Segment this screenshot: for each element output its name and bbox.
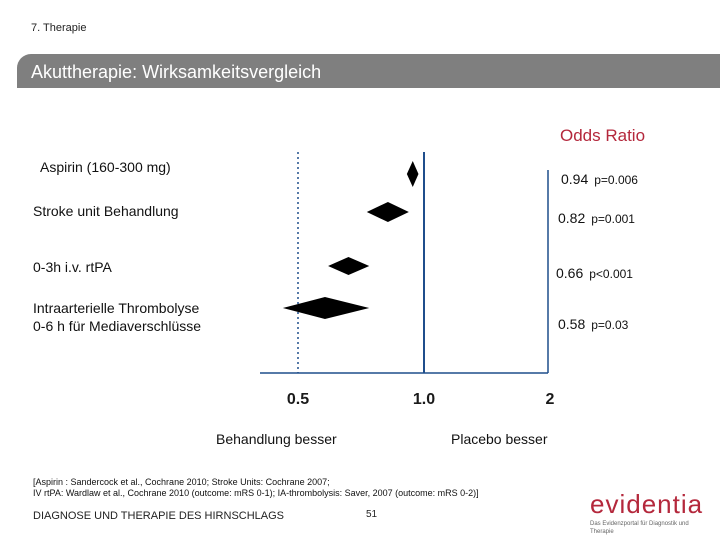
page-number: 51 [366,509,378,520]
odds-ratio-value: 0.94 [561,171,589,187]
references: [Aspirin : Sandercock et al., Cochrane 2… [33,477,479,499]
left-direction-label: Behandlung besser [216,431,337,447]
row-value: 0.82 p=0.001 [558,210,635,226]
row-label: Stroke unit Behandlung [33,202,179,220]
logo-tagline: Das Evidenzportal für Diagnostik und The… [590,521,689,535]
odds-ratio-value: 0.82 [558,210,586,226]
effect-diamond [328,257,370,275]
row-label-line: 0-6 h für Mediaverschlüsse [33,318,202,334]
p-value: p=0.001 [591,212,635,226]
x-tick-label: 2 [545,391,555,408]
section-label: 7. Therapie [31,22,87,34]
odds-ratio-header: Odds Ratio [560,126,646,145]
slide-title: Akuttherapie: Wirksamkeitsvergleich [31,62,322,82]
row-label: 0-3h i.v. rtPA [33,258,112,276]
effect-diamond [282,297,370,319]
p-value: p<0.001 [589,267,633,281]
row-label-line: Stroke unit Behandlung [33,203,179,219]
effect-diamond [406,161,419,187]
row-value: 0.66 p<0.001 [556,265,633,281]
effect-diamond [366,202,409,222]
reference-line: IV rtPA: Wardlaw et al., Cochrane 2010 (… [33,488,479,498]
odds-ratio-value: 0.58 [558,316,586,332]
row-label-line: 0-3h i.v. rtPA [33,259,112,275]
x-tick-label: 1.0 [412,391,436,408]
x-tick-label: 0.5 [286,391,310,408]
row-label-line: Intraarterielle Thrombolyse [33,300,200,316]
row-label: Intraarterielle Thrombolyse 0-6 h für Med… [33,299,201,335]
evidentia-logo: evidentia [590,489,704,519]
footer-text: DIAGNOSE UND THERAPIE DES HIRNSCHLAGS [33,510,285,522]
title-bar [17,54,720,88]
row-value: 0.58 p=0.03 [558,316,628,332]
p-value: p=0.03 [591,318,629,332]
row-label-line: Aspirin (160-300 mg) [40,159,171,175]
odds-ratio-value: 0.66 [556,265,584,281]
right-direction-label: Placebo besser [451,431,548,447]
row-value: 0.94 p=0.006 [561,171,638,187]
row-label: Aspirin (160-300 mg) [40,158,171,176]
reference-line: [Aspirin : Sandercock et al., Cochrane 2… [33,477,330,487]
p-value: p=0.006 [594,173,638,187]
